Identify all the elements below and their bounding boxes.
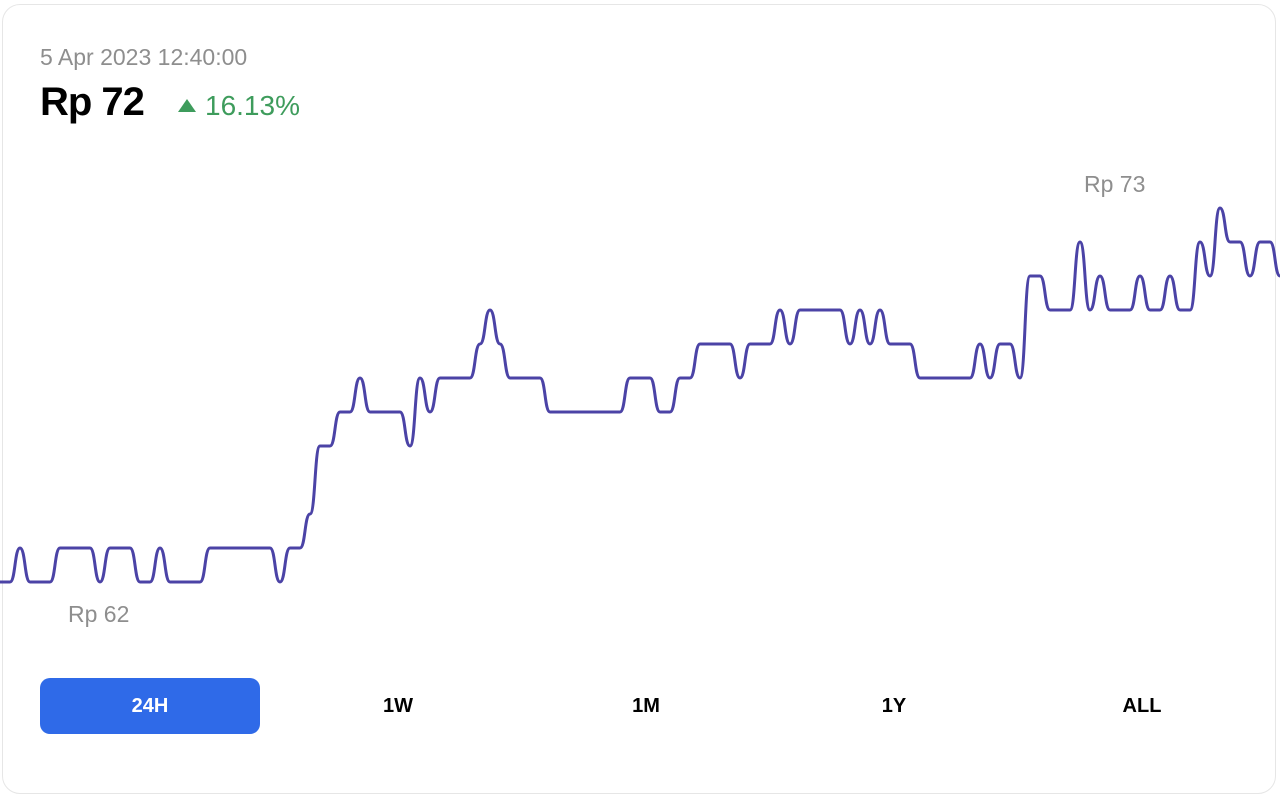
change: 16.13% bbox=[178, 90, 300, 122]
page: {"header": {"date": "5 Apr 2023 12:40:00… bbox=[0, 4, 1280, 794]
range-tab[interactable]: 1M bbox=[632, 694, 660, 717]
range-tab[interactable]: 24H bbox=[40, 678, 260, 734]
range-tab[interactable]: ALL bbox=[1122, 694, 1162, 717]
change-value: 16.13% bbox=[205, 90, 300, 121]
up-arrow bbox=[178, 98, 196, 112]
range-tab[interactable]: 1W bbox=[383, 694, 413, 717]
range-tab[interactable]: 1Y bbox=[881, 694, 907, 717]
price: Rp 72 bbox=[40, 80, 145, 124]
max-label: Rp 73 bbox=[1084, 171, 1146, 197]
date: 5 Apr 2023 12:40:00 bbox=[40, 44, 248, 70]
range-tabs: 24H 1W 1M 1Y ALL bbox=[40, 678, 1252, 734]
card bbox=[2, 4, 1276, 794]
price-line bbox=[0, 206, 1280, 584]
chart bbox=[0, 206, 1280, 584]
min-label: Rp 62 bbox=[68, 601, 130, 627]
